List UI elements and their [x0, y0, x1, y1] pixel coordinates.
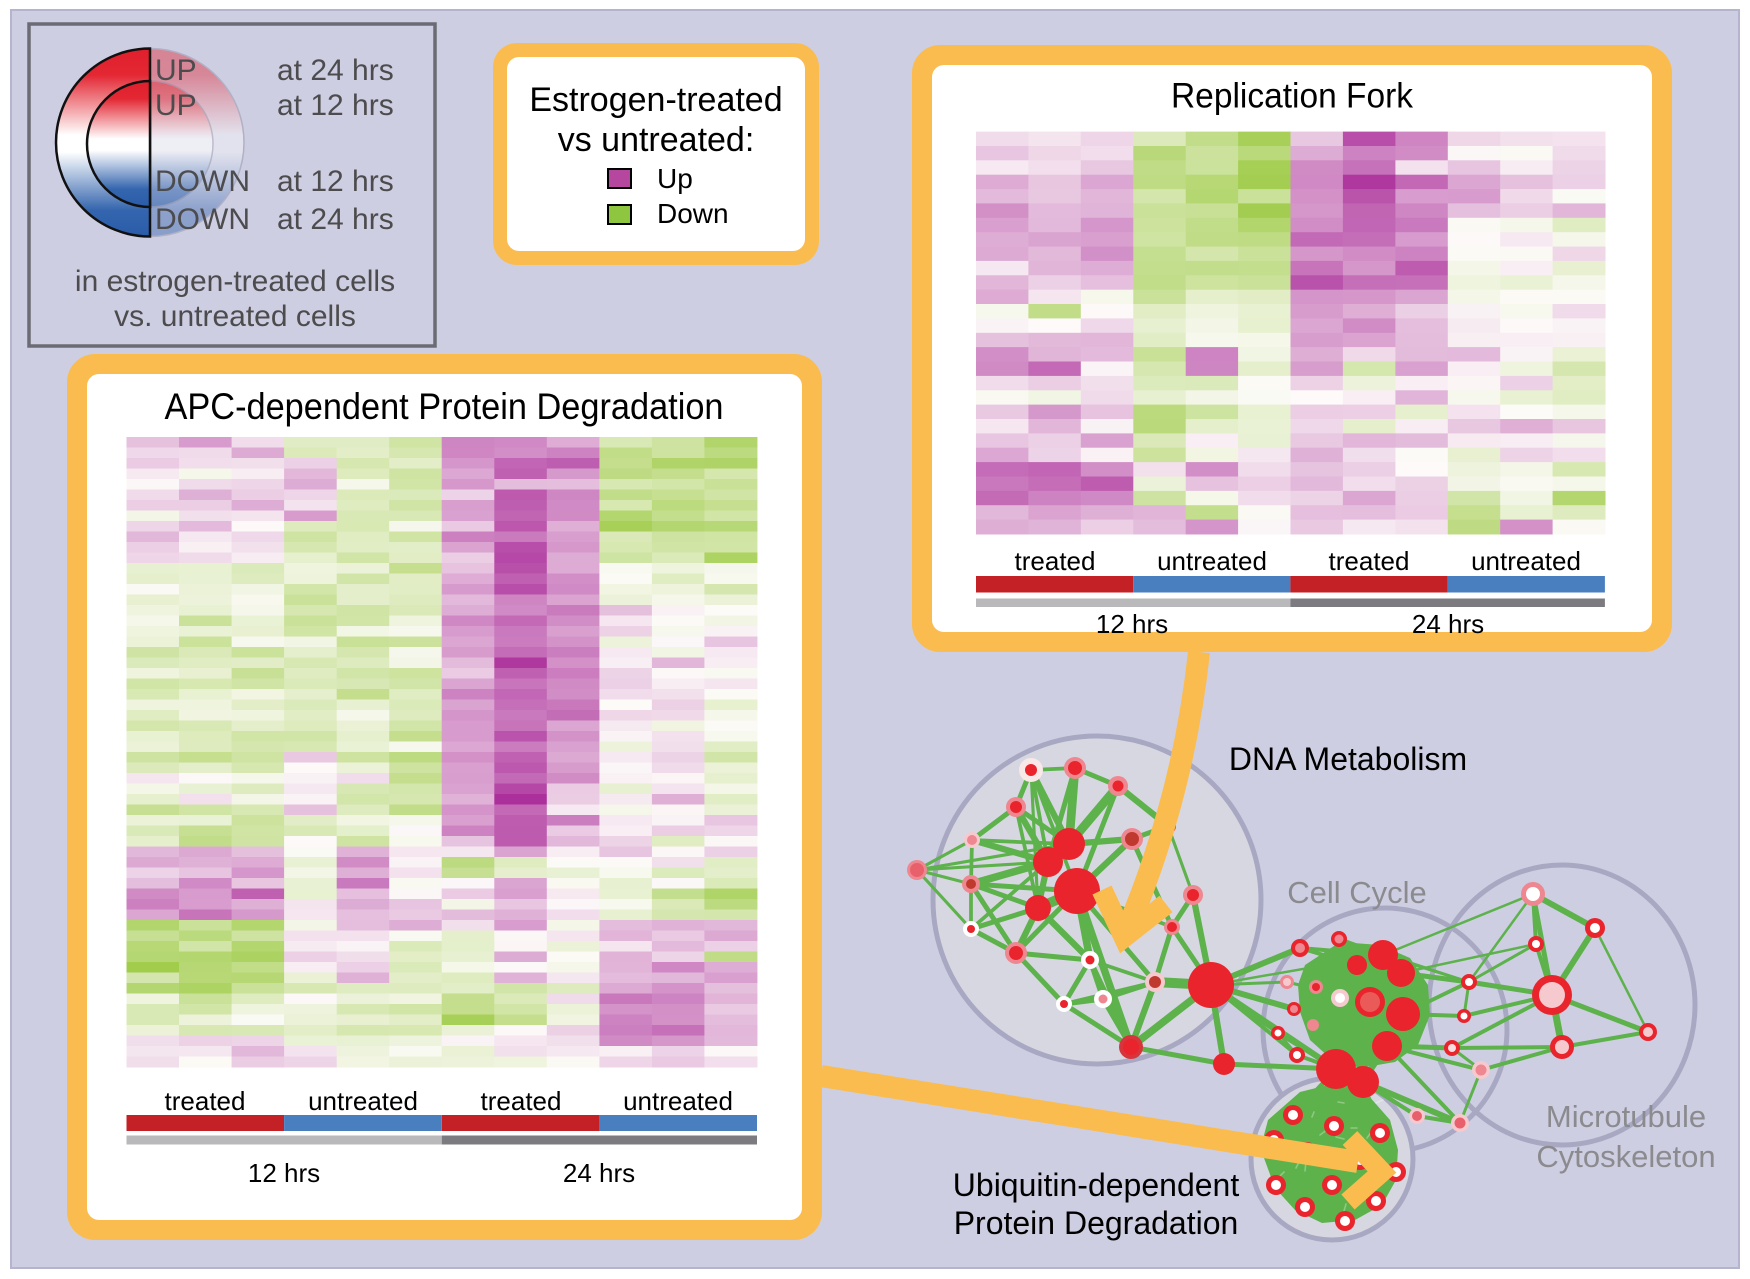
svg-text:Down: Down: [657, 198, 729, 229]
svg-text:APC-dependent Protein Degradat: APC-dependent Protein Degradation: [165, 386, 724, 427]
svg-text:DNA Metabolism: DNA Metabolism: [1229, 741, 1467, 777]
svg-text:in estrogen-treated cells: in estrogen-treated cells: [75, 265, 395, 298]
svg-text:untreated: untreated: [308, 1086, 418, 1116]
svg-text:Microtubule: Microtubule: [1546, 1099, 1706, 1134]
svg-text:treated: treated: [1329, 546, 1410, 576]
svg-text:at 24 hrs: at 24 hrs: [277, 203, 394, 236]
svg-text:Ubiquitin-dependent: Ubiquitin-dependent: [953, 1167, 1240, 1203]
svg-text:treated: treated: [165, 1086, 246, 1116]
svg-text:Estrogen-treated: Estrogen-treated: [529, 81, 782, 119]
svg-text:vs. untreated cells: vs. untreated cells: [114, 300, 356, 333]
svg-text:untreated: untreated: [623, 1086, 733, 1116]
svg-text:Replication Fork: Replication Fork: [1171, 77, 1413, 116]
svg-text:at 12 hrs: at 12 hrs: [277, 89, 394, 122]
svg-text:Cytoskeleton: Cytoskeleton: [1536, 1139, 1715, 1174]
svg-text:treated: treated: [1015, 546, 1096, 576]
svg-text:Cell Cycle: Cell Cycle: [1287, 875, 1427, 910]
svg-text:untreated: untreated: [1471, 546, 1581, 576]
svg-text:DOWN: DOWN: [155, 165, 250, 198]
svg-text:vs untreated:: vs untreated:: [558, 121, 755, 159]
svg-text:24 hrs: 24 hrs: [563, 1158, 635, 1188]
svg-text:Up: Up: [657, 163, 693, 194]
svg-text:12 hrs: 12 hrs: [248, 1158, 320, 1188]
svg-text:at 12 hrs: at 12 hrs: [277, 165, 394, 198]
svg-text:UP: UP: [155, 54, 197, 87]
svg-text:12 hrs: 12 hrs: [1096, 609, 1168, 639]
svg-text:24 hrs: 24 hrs: [1412, 609, 1484, 639]
svg-text:treated: treated: [481, 1086, 562, 1116]
svg-text:untreated: untreated: [1157, 546, 1267, 576]
svg-text:DOWN: DOWN: [155, 203, 250, 236]
svg-text:Protein Degradation: Protein Degradation: [954, 1205, 1239, 1241]
svg-text:UP: UP: [155, 89, 197, 122]
svg-text:at 24 hrs: at 24 hrs: [277, 54, 394, 87]
